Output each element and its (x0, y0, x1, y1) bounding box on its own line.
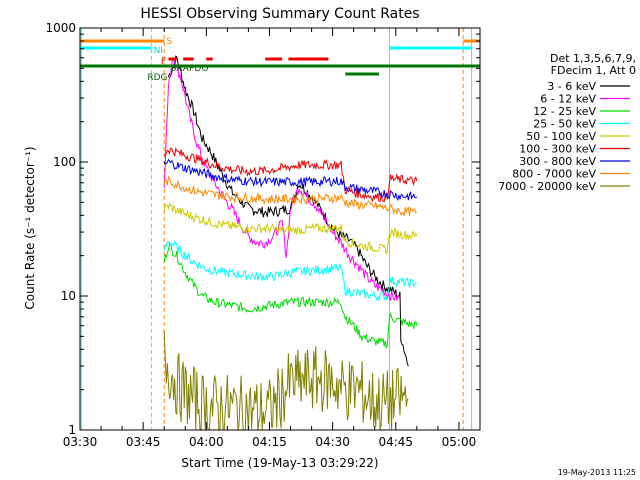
status-bar (389, 46, 472, 50)
series-line (163, 175, 417, 217)
legend: Det 1,3,5,6,7,9,FDecim 1, Att 0 3 - 6 keV… (498, 52, 636, 193)
series-line (163, 202, 418, 255)
y-axis-label: Count Rate (s⁻¹ detector⁻¹) (23, 146, 37, 309)
series-line (163, 57, 401, 301)
annotation-label: S (166, 37, 172, 47)
status-bar (288, 57, 329, 61)
status-bar (206, 57, 213, 61)
status-bar (265, 57, 283, 61)
plot-frame (79, 27, 481, 431)
annotation-label: NI (154, 46, 163, 56)
x-tick-label: 05:00 (442, 435, 477, 449)
status-bar (80, 46, 152, 50)
legend-label: 3 - 6 keV (547, 80, 596, 93)
series-line (163, 243, 418, 349)
legend-label: 800 - 7000 keV (512, 168, 596, 181)
legend-label: 12 - 25 keV (533, 105, 596, 118)
legend-label: 7000 - 20000 keV (498, 180, 596, 193)
x-axis-label: Start Time (19-May-13 03:29:22) (181, 456, 378, 470)
series-line (163, 147, 418, 203)
status-bar (183, 57, 194, 61)
y-tick-label: 1 (68, 423, 76, 437)
status-bar (345, 72, 379, 76)
legend-label: 25 - 50 keV (533, 118, 596, 131)
annotation-label: F (161, 57, 166, 67)
x-tick-label: 04:30 (315, 435, 350, 449)
legend-label: 100 - 300 keV (519, 143, 596, 156)
y-tick-label: 1000 (45, 21, 76, 35)
status-bar (80, 64, 480, 68)
y-tick-label: 100 (53, 155, 76, 169)
chart-title: HESSI Observing Summary Count Rates (140, 6, 419, 22)
legend-label: 300 - 800 keV (519, 155, 596, 168)
annotation-label: SAAPDO (171, 64, 209, 74)
legend-label: 6 - 12 keV (540, 93, 596, 106)
x-tick-label: 04:00 (189, 435, 224, 449)
status-bar (463, 39, 480, 43)
axes: 1 10 100 1000 03:30 03:45 04:00 04:15 04:30 04:45… (45, 21, 481, 449)
annotation-label: RDG (147, 73, 167, 83)
series-line (167, 55, 409, 367)
legend-header: Det 1,3,5,6,7,9, (550, 52, 636, 65)
legend-header: FDecim 1, Att 0 (551, 64, 636, 77)
series-line (163, 158, 418, 202)
x-tick-label: 03:45 (126, 435, 161, 449)
x-tick-label: 04:15 (252, 435, 287, 449)
timestamp: 19-May-2013 11:25 (558, 468, 636, 477)
status-bar (80, 39, 165, 43)
series-line (163, 331, 409, 432)
series-line (163, 240, 417, 302)
y-tick-label: 10 (61, 289, 76, 303)
x-tick-label: 04:45 (378, 435, 413, 449)
status-bar (168, 57, 177, 61)
x-tick-label: 03:30 (63, 435, 98, 449)
legend-label: 50 - 100 keV (526, 130, 596, 143)
